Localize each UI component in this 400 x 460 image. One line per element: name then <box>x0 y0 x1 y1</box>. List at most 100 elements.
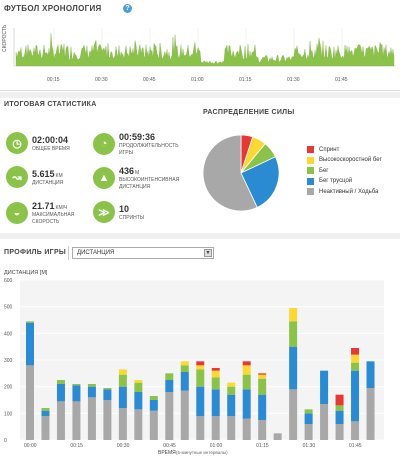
bar-segment[interactable] <box>87 386 96 398</box>
bar-segment[interactable] <box>180 372 189 391</box>
bar-segment[interactable] <box>289 308 298 322</box>
bar-segment[interactable] <box>227 394 236 416</box>
bar-segment[interactable] <box>366 388 375 440</box>
bar-segment[interactable] <box>227 416 236 440</box>
bar-segment[interactable] <box>242 374 251 390</box>
bar-segment[interactable] <box>165 373 174 380</box>
bar-segment[interactable] <box>320 404 329 440</box>
bar-segment[interactable] <box>335 410 344 424</box>
bar-segment[interactable] <box>149 396 158 400</box>
bar-segment[interactable] <box>335 405 344 411</box>
bar-segment[interactable] <box>351 370 360 422</box>
bar-segment[interactable] <box>56 384 65 402</box>
bar-segment[interactable] <box>118 408 127 440</box>
bar-segment[interactable] <box>72 384 81 386</box>
bar-segment[interactable] <box>258 378 267 395</box>
chevron-down-icon[interactable]: ▼ <box>204 249 212 257</box>
bar-segment[interactable] <box>289 321 298 347</box>
stat-item: ◒ 21.71КМ/Ч МАКСИМАЛЬНАЯ СКОРОСТЬ <box>6 201 74 225</box>
bar-segment[interactable] <box>165 380 174 392</box>
bar-segment[interactable] <box>180 390 189 440</box>
bar-segment[interactable] <box>103 400 112 440</box>
distance-bar-chart: ДИСТАНЦИЯ [M] 0 100 200 300 400 500 600 00:00 00:… <box>4 270 384 456</box>
bar-segment[interactable] <box>26 365 34 440</box>
bar-segment[interactable] <box>242 365 251 375</box>
bar-segment[interactable] <box>351 421 360 440</box>
bar-segment[interactable] <box>335 424 344 440</box>
bar-segment[interactable] <box>289 346 298 390</box>
stat-item: ≫ 10 СПРИНТЫ <box>93 201 144 223</box>
bar-segment[interactable] <box>134 409 143 440</box>
clock-icon: ◷ <box>6 132 28 154</box>
bar-segment[interactable] <box>211 370 220 378</box>
pie-slice-4[interactable] <box>240 156 280 208</box>
timeline-tick-label: 01:45 <box>335 77 348 83</box>
bar-segment[interactable] <box>165 392 174 440</box>
bar-segment[interactable] <box>258 373 267 375</box>
bar-segment[interactable] <box>227 382 236 387</box>
bar-segment[interactable] <box>351 362 360 371</box>
bar-segment[interactable] <box>72 385 81 402</box>
bar-segment[interactable] <box>87 384 96 387</box>
bar-segment[interactable] <box>41 416 50 440</box>
bar-segment[interactable] <box>351 348 360 355</box>
bar-segment[interactable] <box>196 365 205 370</box>
bar-segment[interactable] <box>211 389 220 416</box>
bar-segment[interactable] <box>26 321 34 323</box>
bar-segment[interactable] <box>134 392 143 410</box>
bar-segment[interactable] <box>227 386 236 395</box>
bar-segment[interactable] <box>258 420 267 440</box>
bar-segment[interactable] <box>134 382 143 392</box>
bar-segment[interactable] <box>149 410 158 440</box>
bar-segment[interactable] <box>196 369 205 387</box>
bar-segment[interactable] <box>41 408 50 411</box>
bar-segment[interactable] <box>41 410 50 416</box>
y-tick-label: 0 <box>4 438 7 444</box>
bar-segment[interactable] <box>180 361 189 366</box>
bar-segment[interactable] <box>211 377 220 390</box>
bar-segment[interactable] <box>196 386 205 416</box>
bar-segment[interactable] <box>26 322 34 366</box>
bar-segment[interactable] <box>118 386 127 408</box>
bar-segment[interactable] <box>118 374 127 387</box>
bar-segment[interactable] <box>258 374 267 379</box>
stat-unit: М <box>135 170 140 176</box>
x-tick-label: 01:45 <box>349 443 362 449</box>
stat-label: ОБЩЕЕ ВРЕМЯ <box>32 145 70 152</box>
bar-segment[interactable] <box>304 409 313 414</box>
bar-segment[interactable] <box>242 361 251 366</box>
bar-segment[interactable] <box>56 401 65 440</box>
bar-segment[interactable] <box>320 370 329 404</box>
bar-segment[interactable] <box>118 369 127 375</box>
bar-segment[interactable] <box>56 380 65 384</box>
bar-segment[interactable] <box>103 389 112 400</box>
pie-slice-5[interactable] <box>202 134 258 212</box>
help-icon[interactable]: ? <box>123 4 132 13</box>
legend-label: Бег трусцой <box>319 178 353 184</box>
bar-segment[interactable] <box>351 354 360 363</box>
bar-segment[interactable] <box>196 416 205 440</box>
bar-segment[interactable] <box>242 389 251 419</box>
bar-segment[interactable] <box>258 394 267 420</box>
bar-segment[interactable] <box>211 416 220 440</box>
bar-segment[interactable] <box>87 397 96 440</box>
timeline-chart <box>13 28 396 67</box>
metric-select-value: ДИСТАНЦИЯ <box>77 250 115 256</box>
bar-segment[interactable] <box>335 394 344 406</box>
metric-select[interactable]: ДИСТАНЦИЯ ▼ <box>72 247 214 259</box>
bar-segment[interactable] <box>180 365 189 372</box>
y-tick-label: 300 <box>4 358 13 364</box>
bar-segment[interactable] <box>134 380 143 383</box>
bar-segment[interactable] <box>103 388 112 390</box>
bar-segment[interactable] <box>149 400 158 411</box>
bar-segment[interactable] <box>304 424 313 440</box>
bar-segment[interactable] <box>289 389 298 440</box>
bar-segment[interactable] <box>304 413 313 424</box>
bar-segment[interactable] <box>273 433 282 440</box>
bar-segment[interactable] <box>242 418 251 440</box>
bar-segment[interactable] <box>196 361 205 366</box>
bar-segment[interactable] <box>366 361 375 388</box>
bar-segment[interactable] <box>211 368 220 371</box>
x-tick-label: 01:15 <box>256 443 269 449</box>
bar-segment[interactable] <box>72 401 81 440</box>
